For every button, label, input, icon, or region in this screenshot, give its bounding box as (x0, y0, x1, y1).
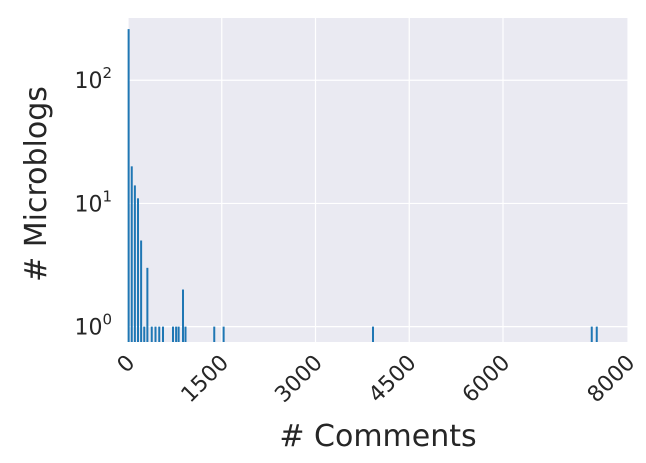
grid-lines (127, 18, 629, 342)
x-tick-label: 6000 (458, 351, 515, 408)
y-axis-label: # Microblogs (19, 86, 54, 282)
histogram-bar (130, 166, 133, 342)
y-tick-exponent: 1 (102, 187, 112, 205)
y-tick-exponent: 0 (102, 311, 112, 329)
histogram-bar (595, 326, 598, 342)
histogram-bar (127, 29, 130, 343)
x-tick-label: 4500 (364, 351, 421, 408)
histogram-bar (137, 198, 139, 342)
x-axis-label: # Comments (279, 419, 476, 454)
histogram-bar (146, 267, 149, 342)
y-tick-label: 100 (74, 311, 112, 341)
histogram-bar (158, 326, 161, 342)
histogram-bar (175, 326, 178, 342)
histogram-bar (213, 326, 216, 342)
histogram-bar (140, 240, 143, 342)
histogram-bar (182, 289, 184, 342)
x-tick-label: 3000 (270, 351, 327, 408)
y-tick-base: 10 (74, 69, 102, 94)
histogram-bar (177, 326, 180, 342)
histogram-bar (590, 326, 593, 342)
y-tick-base: 10 (74, 192, 102, 217)
x-tick-label: 0 (113, 351, 141, 379)
y-tick-exponent: 2 (102, 64, 112, 82)
plot-area (128, 18, 628, 342)
histogram-bar (154, 326, 157, 342)
x-tick-label: 1500 (177, 351, 234, 408)
x-axis-ticks: 0 1500 3000 4500 6000 8000 (113, 351, 641, 408)
y-tick-base: 10 (74, 316, 102, 341)
histogram-bar (162, 326, 164, 342)
y-tick-label: 101 (74, 187, 112, 217)
histogram-bar (372, 326, 374, 342)
histogram-bar (222, 326, 225, 342)
histogram-bar (184, 326, 187, 342)
histogram-bar (133, 185, 136, 342)
bars (127, 29, 598, 343)
histogram-bar (150, 326, 153, 342)
x-tick-label: 8000 (583, 351, 640, 408)
histogram-bar (143, 326, 146, 342)
histogram-bar (172, 326, 174, 342)
y-tick-label: 102 (74, 64, 112, 94)
